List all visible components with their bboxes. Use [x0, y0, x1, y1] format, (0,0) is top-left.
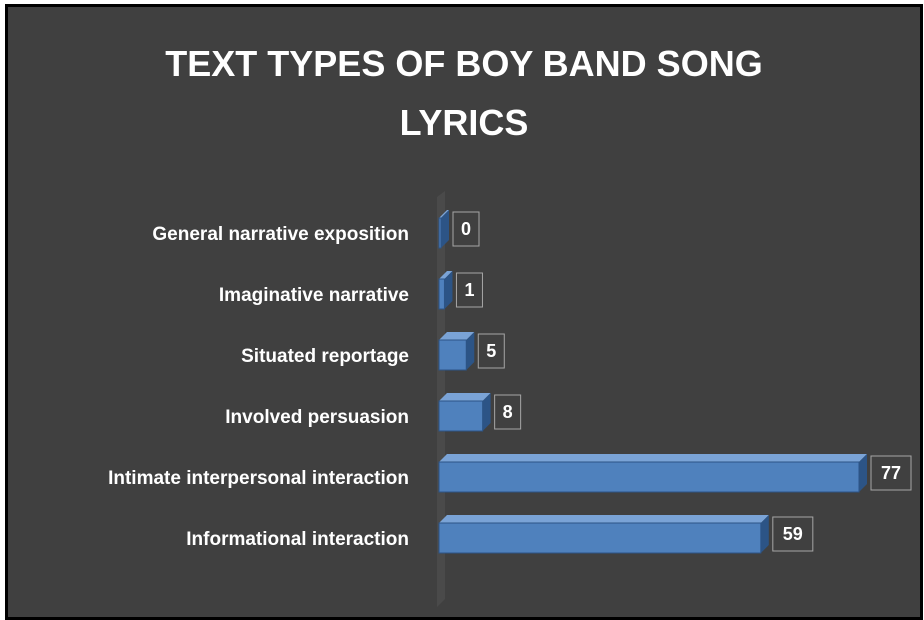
chart-title-line-1: TEXT TYPES OF BOY BAND SONG — [165, 43, 762, 84]
category-label-0: General narrative exposition — [152, 224, 409, 245]
bar-0 — [438, 210, 449, 249]
bar-top-face — [439, 210, 449, 218]
chart-title: TEXT TYPES OF BOY BAND SONG LYRICS — [165, 43, 762, 143]
data-label-0: 0 — [452, 211, 480, 247]
bar-front-face — [438, 278, 445, 310]
bar-front-face — [438, 400, 484, 432]
bar-2 — [438, 332, 475, 371]
bar-front-face — [438, 217, 442, 249]
data-label-box — [452, 211, 480, 247]
data-label-box — [494, 394, 522, 430]
bar-side-face — [466, 332, 475, 370]
bar-side-face — [482, 393, 491, 431]
bar-top-face — [439, 515, 769, 523]
bar-5 — [438, 515, 769, 554]
bar-1 — [438, 271, 453, 310]
bar-top-face — [439, 393, 491, 401]
bar-3 — [438, 393, 491, 432]
category-label-2: Situated reportage — [241, 346, 409, 367]
data-label-text: 59 — [783, 524, 803, 544]
data-label-3: 8 — [494, 394, 522, 430]
bar-front-face — [438, 339, 467, 371]
data-label-box — [477, 333, 505, 369]
bar-side-face — [859, 454, 867, 492]
chart-area: TEXT TYPES OF BOY BAND SONG LYRICS Gener… — [5, 4, 923, 620]
data-label-text: 77 — [881, 463, 901, 483]
category-label-3: Involved persuasion — [225, 407, 409, 428]
data-label-1: 1 — [455, 272, 483, 308]
category-labels: General narrative exposition Imaginative … — [108, 224, 409, 550]
chart-title-line-2: LYRICS — [400, 102, 529, 143]
data-label-text: 1 — [464, 280, 474, 300]
bar-front-face — [438, 522, 762, 554]
data-label-box — [772, 516, 814, 552]
data-label-2: 5 — [477, 333, 505, 369]
data-label-text: 0 — [461, 219, 471, 239]
data-label-text: 5 — [486, 341, 496, 361]
bars-layer — [438, 210, 867, 554]
bar-top-face — [439, 454, 867, 462]
data-label-text: 8 — [503, 402, 513, 422]
data-label-4: 77 — [870, 455, 912, 491]
bar-4 — [438, 454, 867, 493]
category-label-4: Intimate interpersonal interaction — [108, 468, 409, 489]
bar-side-face — [444, 271, 453, 309]
category-label-5: Informational interaction — [186, 529, 409, 550]
data-label-5: 59 — [772, 516, 814, 552]
data-labels: 0 1 5 8 77 59 — [452, 211, 912, 552]
bar-front-face — [438, 461, 860, 493]
bar-side-face — [441, 210, 449, 248]
bar-top-face — [439, 332, 475, 340]
bar-chart: TEXT TYPES OF BOY BAND SONG LYRICS Gener… — [108, 43, 912, 607]
bar-top-face — [439, 271, 453, 279]
bar-side-face — [760, 515, 769, 553]
data-label-box — [455, 272, 483, 308]
category-label-1: Imaginative narrative — [219, 285, 409, 306]
data-label-box — [870, 455, 912, 491]
